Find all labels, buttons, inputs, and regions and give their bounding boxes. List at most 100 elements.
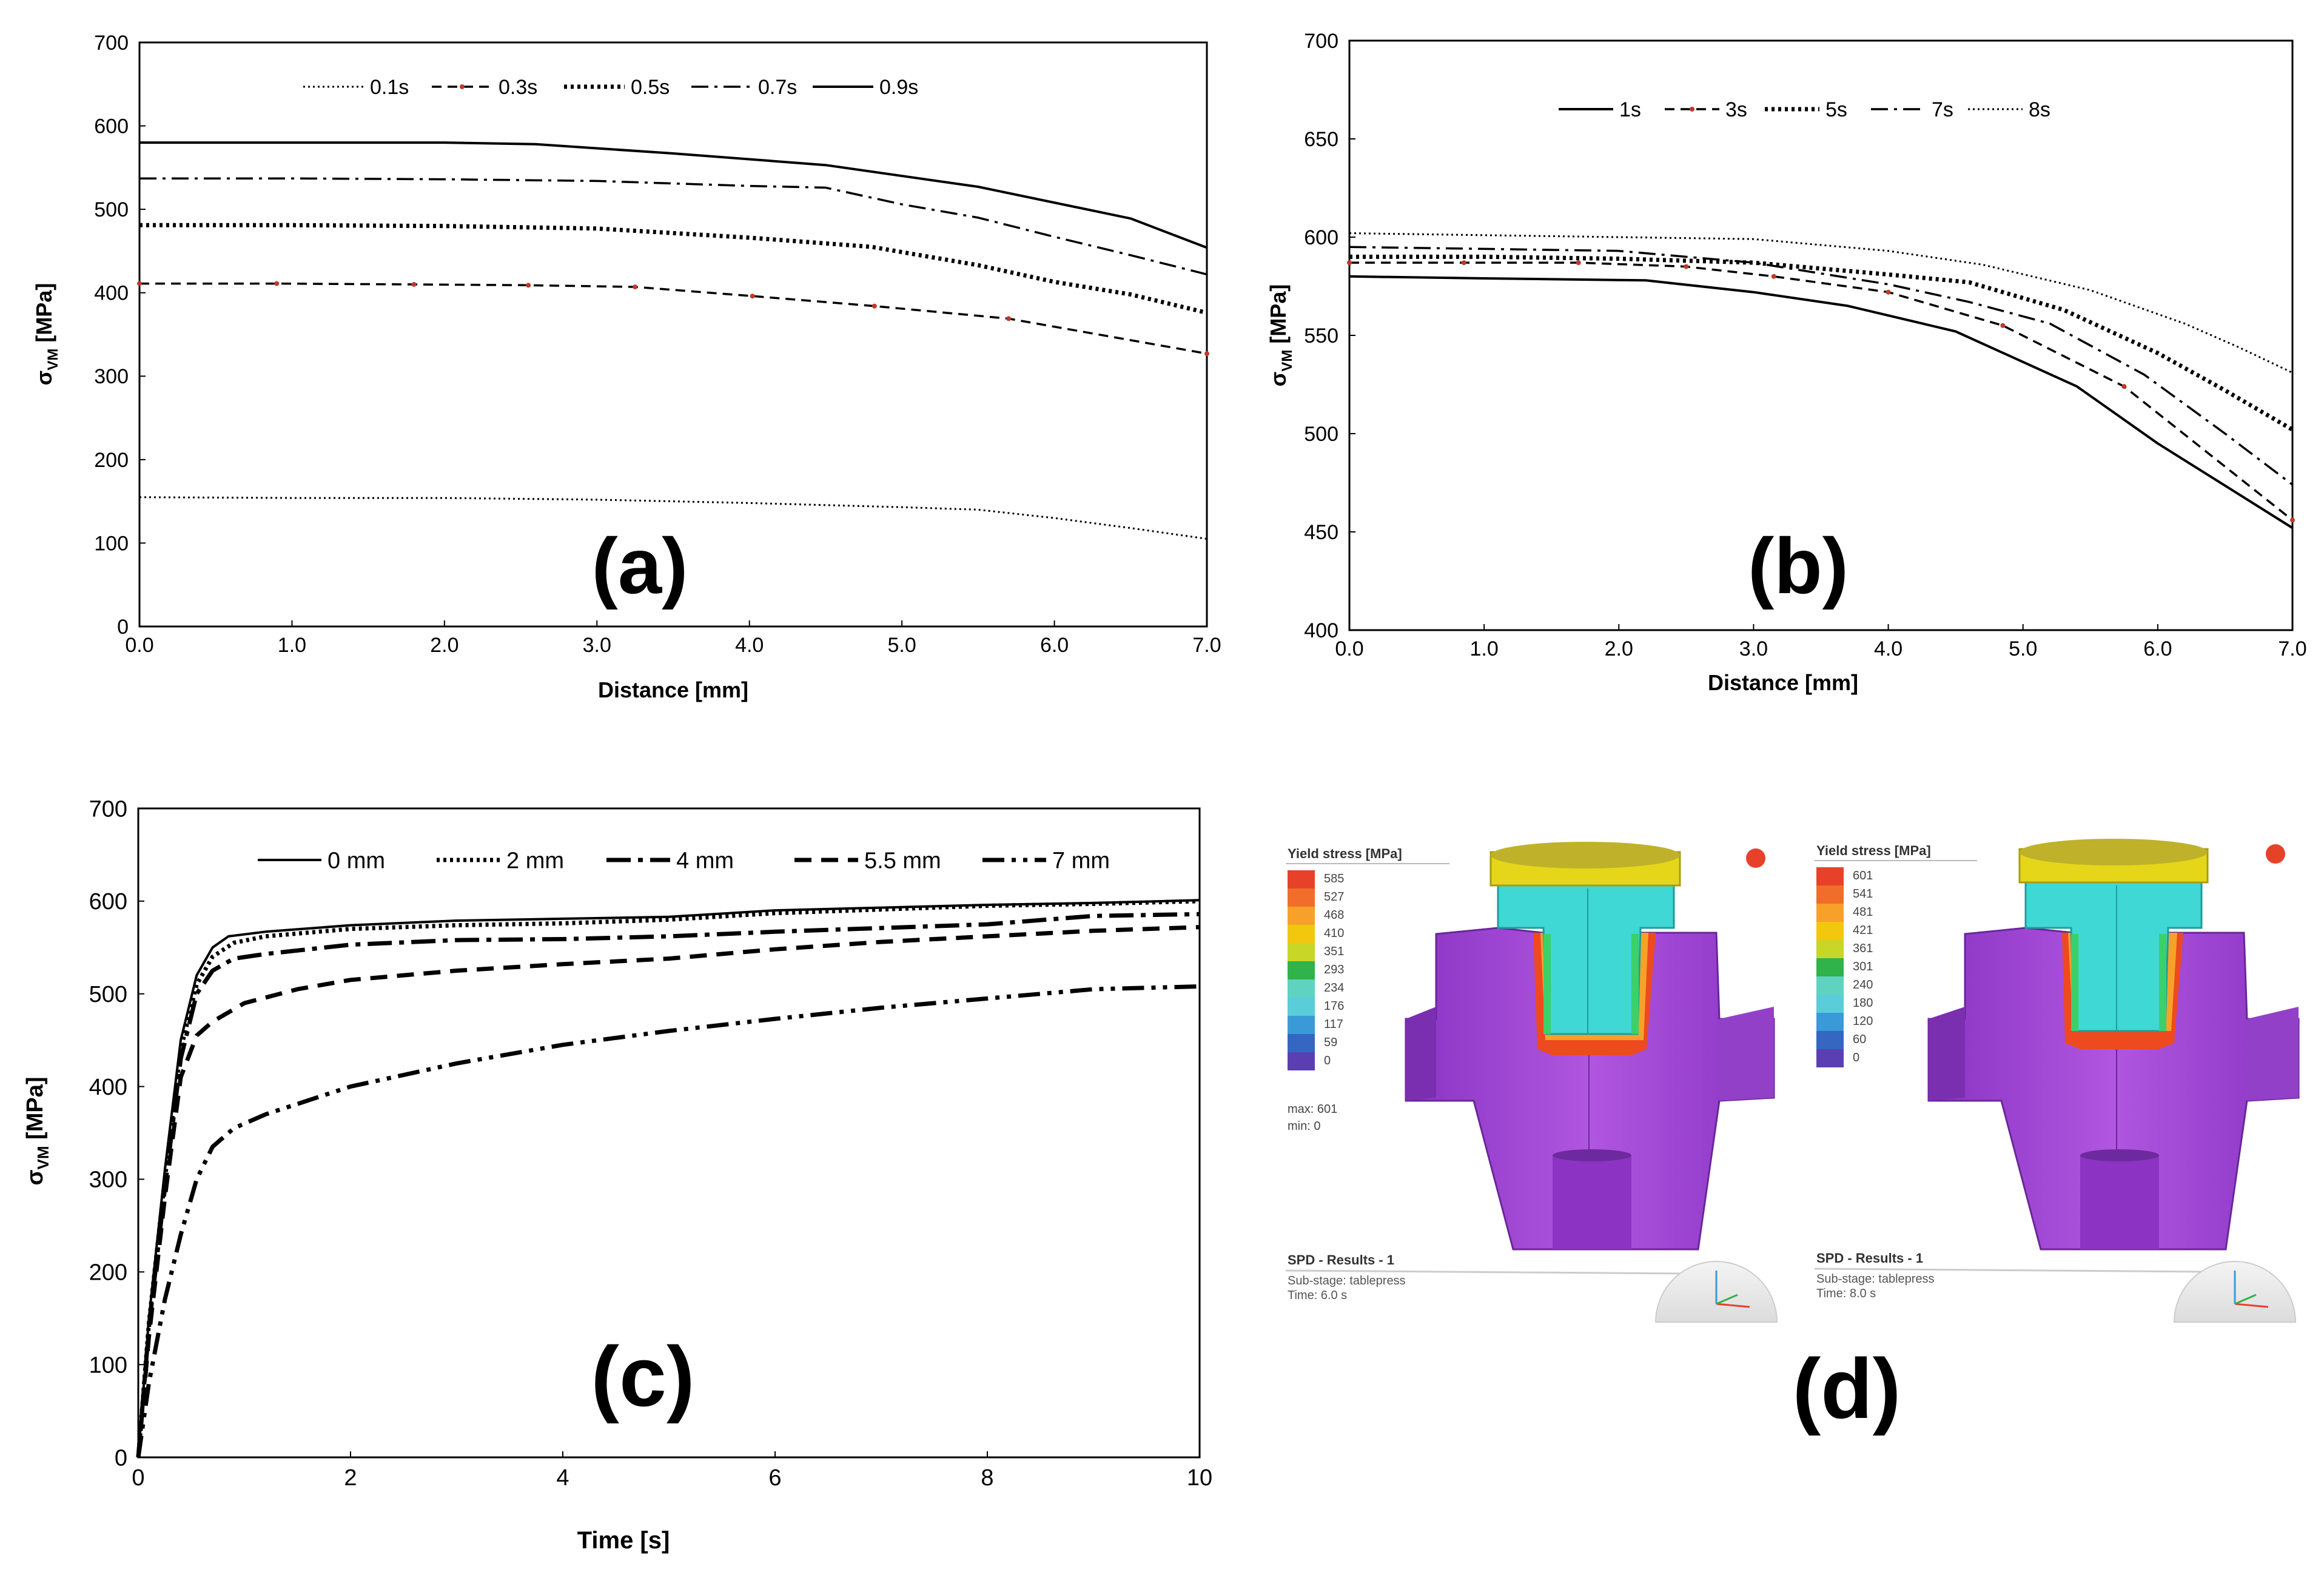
series-marker (411, 281, 417, 287)
series-marker (1006, 316, 1012, 321)
series-line-7s (1349, 246, 2294, 486)
series-marker (1204, 351, 1209, 357)
press-cap-top (2020, 839, 2208, 865)
series-line-8s (1349, 232, 2293, 374)
chart-c-panel-label: (c) (591, 1329, 694, 1424)
sim-left-model (1405, 842, 1775, 1251)
legend-label: 0.5s (631, 76, 670, 99)
legend-label: 0.3s (499, 76, 537, 99)
sim-right-axis-triad (2173, 1261, 2297, 1323)
legend-marker (1690, 107, 1694, 112)
y-tick-label: 100 (94, 532, 129, 555)
chart-a-ylabel: σVM [MPa] (32, 283, 61, 386)
y-tick-label: 700 (94, 32, 129, 55)
sim-left-max: max: 601 (1288, 1103, 1337, 1116)
legend-label: 0.9s (879, 76, 918, 99)
colorbar-swatch (1288, 979, 1315, 998)
sim-right-caption-substage: Sub-stage: tablepress (1816, 1272, 1935, 1286)
series-marker (750, 294, 755, 299)
x-tick-label: 10 (1187, 1465, 1212, 1491)
y-tick-label: 200 (89, 1260, 127, 1286)
x-tick-label: 4.0 (735, 634, 764, 657)
colorbar-label: 585 (1324, 872, 1344, 885)
colorbar-swatch (1816, 904, 1844, 922)
chart-b-panel-label: (b) (1748, 522, 1849, 610)
chart-c-series (136, 899, 1200, 1458)
legend-label: 4 mm (676, 848, 734, 873)
y-tick-label: 400 (94, 282, 129, 305)
y-tick-label: 400 (1304, 619, 1338, 642)
legend-label: 0 mm (327, 848, 385, 873)
series-marker (2290, 517, 2295, 523)
colorbar-label: 60 (1853, 1033, 1866, 1046)
series-marker (872, 303, 877, 309)
chart-b-ylabel: σVM [MPa] (1266, 284, 1295, 387)
colorbar-label: 361 (1853, 942, 1873, 955)
legend-label: 0.1s (370, 76, 409, 99)
colorbar-swatch (1288, 1016, 1315, 1034)
series-marker (1771, 274, 1776, 279)
series-line-0-9s (139, 141, 1207, 249)
x-tick-label: 4 (556, 1465, 569, 1491)
sim-left-caption-title: SPD - Results - 1 (1288, 1252, 1394, 1268)
x-tick-label: 6.0 (2143, 637, 2172, 660)
y-tick-label: 300 (89, 1167, 127, 1193)
x-tick-label: 1.0 (278, 634, 306, 657)
sim-right-caption-title: SPD - Results - 1 (1816, 1251, 1923, 1266)
chart-a-frame (138, 41, 1208, 628)
chart-b-legend: 1s 3s 5s 7s 8s (1559, 98, 2050, 121)
y-tick-label: 0 (115, 1445, 127, 1471)
series-line-5s (1349, 254, 2294, 432)
x-tick-label: 7.0 (1192, 634, 1221, 657)
x-tick-label: 0.0 (125, 634, 153, 657)
press-cap-top (1491, 842, 1680, 868)
die-bore-top (1553, 1149, 1631, 1161)
colorbar-label: 468 (1324, 908, 1344, 922)
legend-label: 5.5 mm (864, 848, 941, 873)
die-bore (2080, 1155, 2159, 1249)
die-right-flange (2247, 1007, 2299, 1101)
x-tick-label: 3.0 (583, 634, 611, 657)
chart-c-legend: 0 mm 2 mm 4 mm 5.5 mm 7 mm (258, 848, 1110, 873)
series-marker (1347, 260, 1352, 266)
legend-label: 7 mm (1052, 848, 1110, 873)
sim-left-min: min: 0 (1288, 1120, 1320, 1133)
series-marker (2121, 384, 2127, 389)
series-line-3s (1349, 261, 2294, 521)
sim-right-caption-time: Time: 8.0 s (1816, 1287, 1876, 1300)
legend-label: 2 mm (506, 848, 564, 873)
colorbar-swatch (1288, 870, 1315, 888)
colorbar-label: 117 (1324, 1018, 1343, 1031)
punch-edge-left (2071, 934, 2078, 1031)
chart-b-series (1347, 232, 2295, 529)
chart-b: 0.0 1.0 2.0 3.0 4.0 5.0 6.0 7.0 400 450 500 550 600 6… (1266, 30, 2307, 695)
colorbar-swatch (1288, 943, 1315, 961)
simulation-panel-d: Yield stress [MPa] 585 527 468 410 351 293 234… (1285, 839, 2300, 1436)
series-line-0-5s (139, 223, 1207, 315)
x-tick-label: 5.0 (2009, 637, 2037, 660)
legend-label: 3s (1725, 98, 1747, 121)
colorbar-label: 527 (1324, 890, 1344, 904)
colorbar-swatch (1288, 1034, 1315, 1052)
colorbar-label: 301 (1853, 960, 1873, 973)
colorbar-swatch (1816, 1031, 1844, 1049)
x-tick-label: 4.0 (1874, 637, 1903, 660)
x-tick-label: 6.0 (1040, 634, 1069, 657)
x-tick-label: 2.0 (1605, 637, 1633, 660)
colorbar-label: 0 (1853, 1051, 1859, 1064)
chart-a-panel-label: (a) (592, 522, 688, 610)
sim-right-colorbar: 601 541 481 421 361 301 240 180 120 60 0 (1816, 867, 1873, 1067)
colorbar-swatch (1816, 1049, 1844, 1067)
legend-label: 0.7s (758, 76, 797, 99)
colorbar-swatch (1816, 922, 1844, 940)
y-tick-label: 100 (89, 1352, 127, 1378)
sim-left-colorbar: 585 527 468 410 351 293 234 176 117 59 0 (1288, 870, 1344, 1070)
sim-left-logo (1746, 848, 1765, 868)
chart-a-legend: 0.1s 0.3s 0.5s 0.7s 0.9s (303, 76, 918, 99)
colorbar-label: 180 (1853, 996, 1873, 1010)
series-marker (2000, 323, 2006, 328)
x-tick-label: 2 (344, 1465, 357, 1491)
colorbar-swatch (1288, 998, 1315, 1016)
series-marker (1684, 264, 1689, 269)
